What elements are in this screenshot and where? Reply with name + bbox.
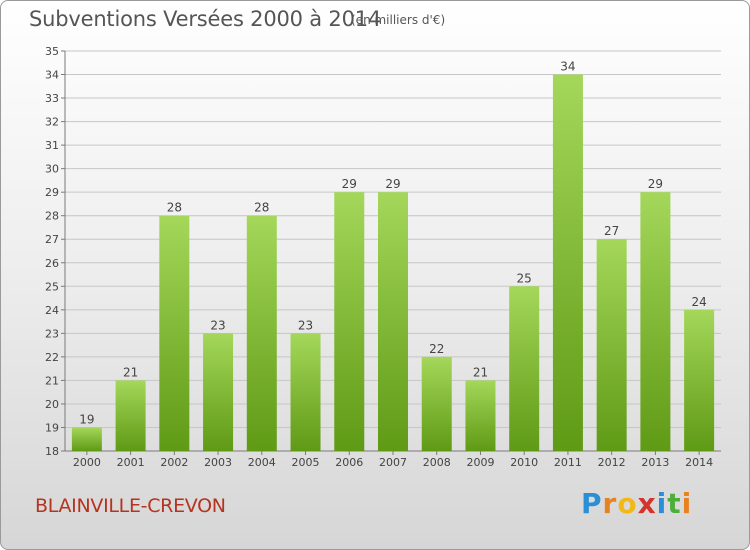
logo-letter: r: [602, 487, 618, 520]
y-tick-label: 24: [45, 304, 59, 317]
y-tick-label: 20: [45, 398, 59, 411]
y-tick-label: 19: [45, 421, 59, 434]
y-tick-label: 22: [45, 351, 59, 364]
data-label: 34: [560, 60, 575, 74]
x-tick-label: 2012: [598, 456, 626, 469]
data-label: 29: [342, 177, 357, 191]
x-tick-label: 2007: [379, 456, 407, 469]
data-label: 22: [429, 342, 444, 356]
x-tick-label: 2009: [466, 456, 494, 469]
logo-letter: t: [667, 487, 682, 520]
proxiti-logo: Proxiti: [581, 487, 692, 520]
y-tick-label: 35: [45, 45, 59, 58]
logo-letter: i: [656, 487, 668, 520]
bar: [71, 427, 102, 451]
y-tick-label: 32: [45, 116, 59, 129]
x-tick-label: 2005: [292, 456, 320, 469]
bar: [640, 192, 671, 452]
x-tick-label: 2008: [423, 456, 451, 469]
bar: [334, 192, 365, 452]
bar: [159, 215, 190, 451]
x-tick-label: 2011: [554, 456, 582, 469]
bar: [552, 74, 583, 451]
y-tick-label: 21: [45, 374, 59, 387]
x-tick-label: 2001: [117, 456, 145, 469]
y-tick-label: 29: [45, 186, 59, 199]
bar: [421, 356, 452, 451]
x-tick-label: 2006: [335, 456, 363, 469]
y-tick-label: 28: [45, 210, 59, 223]
commune-name: BLAINVILLE-CREVON: [35, 495, 226, 517]
data-label: 19: [79, 412, 94, 426]
data-label: 23: [298, 318, 313, 332]
y-tick-label: 30: [45, 163, 59, 176]
x-tick-label: 2002: [160, 456, 188, 469]
y-tick-label: 27: [45, 233, 59, 246]
bar: [684, 309, 715, 451]
x-tick-label: 2000: [73, 456, 101, 469]
data-label: 24: [691, 295, 706, 309]
chart-unit-label: (en milliers d'€): [351, 13, 446, 27]
logo-letter: x: [637, 487, 657, 520]
y-tick-label: 25: [45, 280, 59, 293]
y-tick-label: 33: [45, 92, 59, 105]
data-label: 21: [123, 365, 138, 379]
x-tick-label: 2010: [510, 456, 538, 469]
logo-letter: P: [581, 487, 603, 520]
bar: [203, 333, 234, 451]
logo-letter: o: [617, 487, 638, 520]
y-tick-label: 18: [45, 445, 59, 458]
bar: [378, 192, 408, 452]
logo-letter: i: [681, 487, 693, 520]
y-tick-label: 31: [45, 139, 59, 152]
x-tick-label: 2004: [248, 456, 276, 469]
data-label: 28: [167, 201, 182, 215]
y-tick-label: 34: [45, 69, 59, 82]
data-label: 23: [210, 318, 225, 332]
x-tick-label: 2014: [685, 456, 713, 469]
bar: [465, 380, 496, 451]
y-tick-label: 23: [45, 327, 59, 340]
y-tick-label: 26: [45, 257, 59, 270]
data-label: 28: [254, 201, 269, 215]
data-label: 25: [517, 271, 532, 285]
data-label: 27: [604, 224, 619, 238]
x-tick-label: 2013: [641, 456, 669, 469]
data-label: 29: [648, 177, 663, 191]
x-tick-label: 2003: [204, 456, 232, 469]
bar: [115, 380, 146, 451]
bar: [290, 333, 321, 451]
data-label: 21: [473, 365, 488, 379]
data-label: 29: [385, 177, 400, 191]
chart-title: Subventions Versées 2000 à 2014: [29, 7, 382, 31]
bar: [596, 239, 627, 451]
bar: [509, 286, 540, 451]
bar: [246, 215, 277, 451]
